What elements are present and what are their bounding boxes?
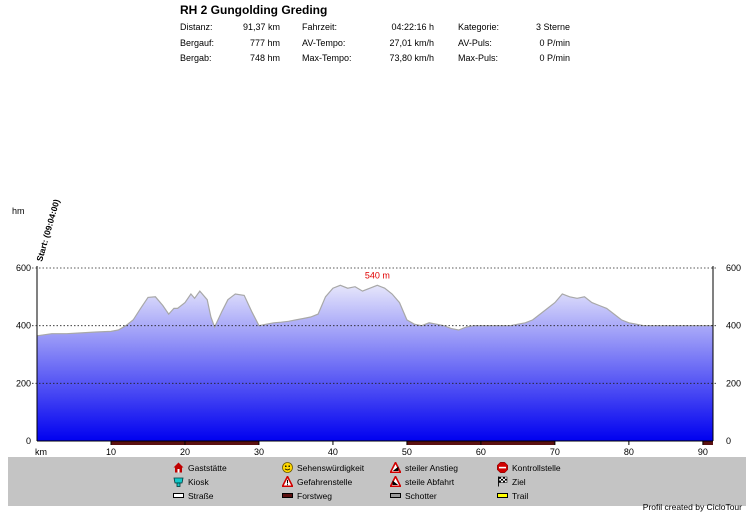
y-axis-title: hm (12, 206, 25, 216)
elevation-chart: 0 0 200 200 400 400 600 600 km 10 20 30 40 50 60 70 80 90… (12, 198, 741, 457)
legend-item-schotter: Schotter (390, 490, 437, 501)
y-tick-label-left: 400 (16, 321, 31, 331)
legend-label: Straße (188, 490, 214, 501)
smiley-icon (282, 462, 293, 473)
y-tick-label-left: 0 (26, 436, 31, 446)
x-tick-label: 40 (328, 447, 338, 457)
elevation-area (37, 285, 713, 441)
stat-label-ride-time: Fahrzeit: (302, 22, 338, 32)
start-annotation: Start: (09:04:00) (34, 198, 61, 263)
legend-label: Gaststätte (188, 462, 227, 473)
surface-segment (702, 441, 713, 445)
legend-item-steile-abfahrt: steile Abfahrt (389, 474, 455, 488)
y-tick-label-left: 600 (16, 263, 31, 273)
x-tick-label: 20 (180, 447, 190, 457)
legend-item-steiler-anstieg: steiler Anstieg (389, 460, 458, 474)
legend-label: Schotter (405, 490, 437, 501)
forest-track-swatch-icon (282, 490, 293, 501)
legend-label: Ziel (512, 476, 526, 487)
legend-label: Forstweg (297, 490, 332, 501)
legend-label: Kiosk (188, 476, 209, 487)
x-tick-label: 10 (106, 447, 116, 457)
legend-panel: Gaststätte Kiosk Straße Sehenswürdigkeit… (8, 457, 746, 506)
legend-item-strasse: Straße (173, 490, 214, 501)
legend-label: Sehenswürdigkeit (297, 462, 365, 473)
stat-value-category: 3 Sterne (535, 22, 570, 32)
steep-climb-icon (389, 460, 402, 474)
x-tick-label: 30 (254, 447, 264, 457)
stat-value-avg-speed: 27,01 km/h (389, 38, 434, 48)
legend-item-gefahrenstelle: Gefahrenstelle (281, 474, 353, 488)
peak-elevation-label: 540 m (365, 270, 390, 280)
stat-label-category: Kategorie: (458, 22, 500, 32)
stat-value-descent: 748 hm (249, 53, 280, 63)
elevation-line (36, 284, 713, 337)
legend-item-sehenswuerdigkeit: Sehenswürdigkeit (282, 462, 364, 473)
x-tick-label: 90 (698, 447, 708, 457)
route-title: RH 2 Gungolding Greding (180, 3, 328, 17)
legend-label: Kontrollstelle (512, 462, 561, 473)
finish-flag-icon (497, 476, 508, 487)
stat-label-max-speed: Max-Tempo: (302, 53, 352, 63)
stat-label-avg-speed: AV-Tempo: (302, 38, 346, 48)
trail-swatch-icon (497, 490, 508, 501)
legend-item-kiosk: Kiosk (173, 476, 209, 487)
road-swatch-icon (173, 490, 184, 501)
x-tick-label: 50 (402, 447, 412, 457)
credit-text: Profil created by CicloTour (642, 502, 742, 512)
stop-sign-icon (497, 462, 508, 473)
stat-value-ride-time: 04:22:16 h (391, 22, 434, 32)
gravel-swatch-icon (390, 490, 401, 501)
y-tick-label-right: 400 (726, 321, 741, 331)
house-icon (173, 462, 184, 473)
stat-value-max-pulse: 0 P/min (539, 53, 570, 63)
x-tick-label: 70 (550, 447, 560, 457)
x-axis-title: km (35, 447, 47, 457)
y-tick-label-right: 0 (726, 436, 731, 446)
legend-label: steiler Anstieg (405, 462, 458, 473)
surface-segment (37, 441, 111, 445)
stat-value-max-speed: 73,80 km/h (389, 53, 434, 63)
x-tick-label: 60 (476, 447, 486, 457)
stat-label-ascent: Bergauf: (180, 38, 215, 48)
legend-item-trail: Trail (497, 490, 528, 501)
stat-label-descent: Bergab: (180, 53, 212, 63)
legend-item-forstweg: Forstweg (282, 490, 332, 501)
kiosk-icon (173, 476, 184, 487)
stat-label-max-pulse: Max-Puls: (458, 53, 499, 63)
stat-label-avg-pulse: AV-Puls: (458, 38, 492, 48)
warning-icon (281, 474, 294, 488)
legend-item-kontrollstelle: Kontrollstelle (497, 462, 561, 473)
y-tick-label-right: 600 (726, 263, 741, 273)
legend-item-ziel: Ziel (497, 476, 526, 487)
stat-value-avg-pulse: 0 P/min (539, 38, 570, 48)
legend-label: steile Abfahrt (405, 476, 455, 487)
stat-value-distance: 91,37 km (242, 22, 280, 32)
y-tick-label-left: 200 (16, 378, 31, 388)
stat-label-distance: Distanz: (180, 22, 213, 32)
legend-item-gaststaette: Gaststätte (173, 462, 227, 473)
stat-value-ascent: 777 hm (249, 38, 280, 48)
legend-label: Gefahrenstelle (297, 476, 353, 487)
steep-descent-icon (389, 474, 402, 488)
y-tick-label-right: 200 (726, 378, 741, 388)
legend-label: Trail (512, 490, 529, 501)
x-tick-label: 80 (624, 447, 634, 457)
